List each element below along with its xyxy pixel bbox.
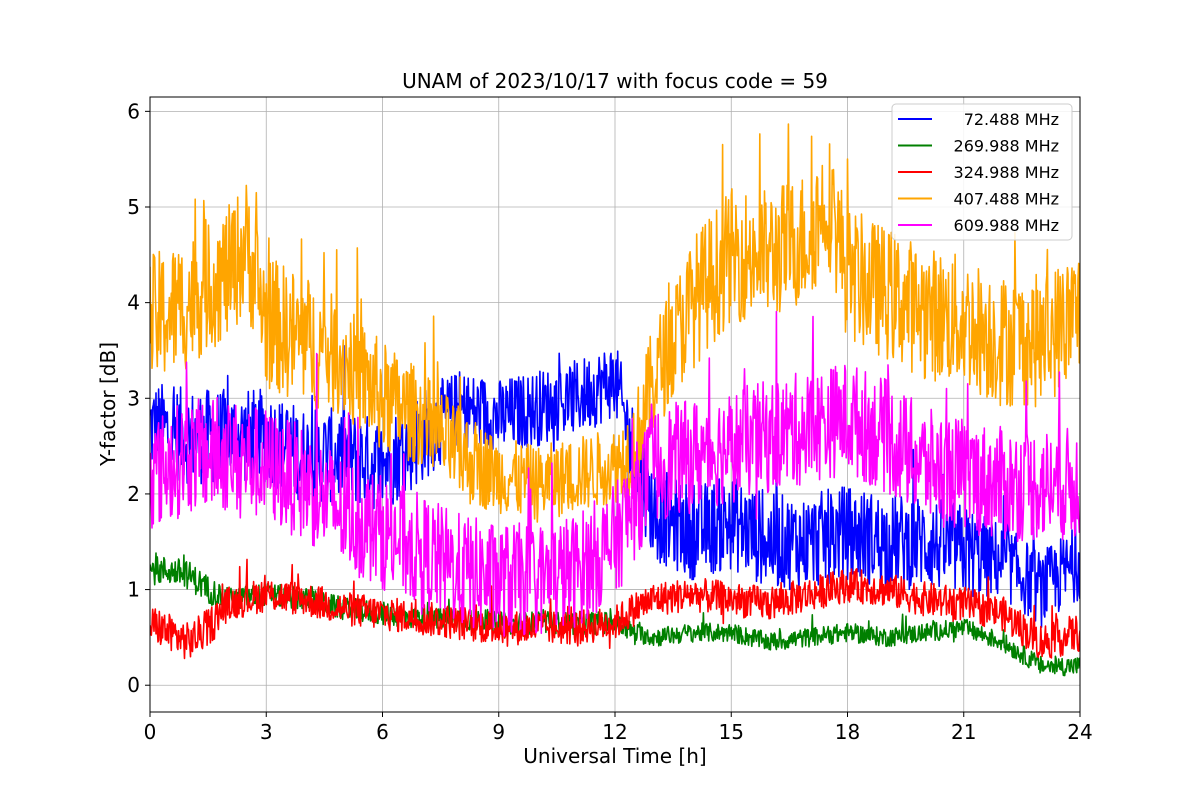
x-tick-label: 21 xyxy=(951,720,976,744)
x-tick-label: 6 xyxy=(376,720,389,744)
series-layer xyxy=(150,123,1080,677)
y-tick-label: 1 xyxy=(127,578,140,602)
y-tick-label: 2 xyxy=(127,482,140,506)
y-tick-label: 3 xyxy=(127,386,140,410)
legend-label: 324.988 MHz xyxy=(954,163,1059,182)
y-tick-label: 6 xyxy=(127,99,140,123)
y-axis: 0 1 2 3 4 5 6 xyxy=(127,99,150,697)
legend-label: 407.488 MHz xyxy=(954,190,1059,209)
x-tick-label: 12 xyxy=(602,720,627,744)
x-tick-label: 18 xyxy=(835,720,860,744)
legend-label: 609.988 MHz xyxy=(954,216,1059,235)
y-axis-label: Y-factor [dB] xyxy=(96,342,120,467)
legend-label: 72.488 MHz xyxy=(964,110,1059,129)
legend: 72.488 MHz 269.988 MHz 324.988 MHz 407.488 … xyxy=(891,103,1073,241)
x-axis-label: Universal Time [h] xyxy=(523,744,706,768)
x-tick-label: 9 xyxy=(492,720,505,744)
legend-label: 269.988 MHz xyxy=(954,137,1059,156)
series-line-3 xyxy=(150,123,1080,523)
y-tick-label: 4 xyxy=(127,291,140,315)
y-tick-label: 0 xyxy=(127,673,140,697)
x-tick-label: 15 xyxy=(719,720,744,744)
x-tick-label: 0 xyxy=(144,720,157,744)
y-tick-label: 5 xyxy=(127,195,140,219)
x-axis: 0 3 6 9 12 15 18 21 24 xyxy=(144,712,1093,744)
series-line-2 xyxy=(150,558,1080,660)
chart-title: UNAM of 2023/10/17 with focus code = 59 xyxy=(402,69,828,93)
legend-box xyxy=(891,103,1073,241)
series-line-4 xyxy=(150,310,1080,637)
x-tick-label: 24 xyxy=(1067,720,1092,744)
x-tick-label: 3 xyxy=(260,720,273,744)
